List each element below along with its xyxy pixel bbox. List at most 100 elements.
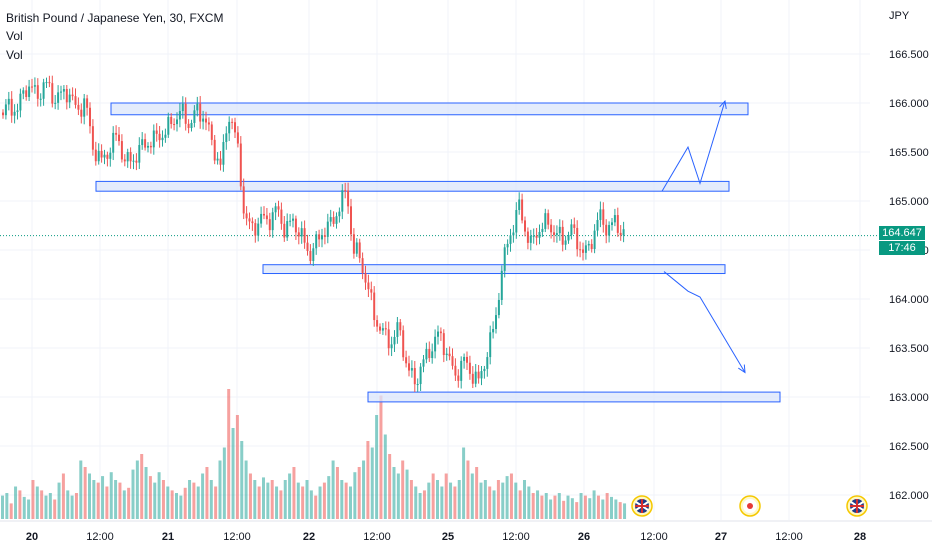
volume-bar: [601, 499, 605, 519]
candle-body: [19, 93, 22, 111]
volume-bar: [388, 454, 392, 519]
candle-body: [419, 366, 422, 385]
red-dot-icon: [747, 503, 753, 509]
y-axis-unit: JPY: [889, 10, 910, 22]
candle-body: [471, 373, 474, 384]
candle-body: [463, 356, 466, 361]
candle-body: [242, 186, 245, 214]
candle-body: [335, 216, 338, 224]
candle-body: [303, 228, 306, 243]
candle-body: [358, 242, 361, 259]
volume-bar: [148, 476, 152, 519]
candle-body: [147, 145, 149, 148]
candle-body: [483, 368, 486, 372]
candle-body: [251, 221, 254, 224]
candle-body: [228, 121, 231, 134]
zone-upper-resistance: [95, 180, 730, 192]
candle-body: [263, 213, 265, 216]
candle-body: [309, 251, 312, 261]
candle-body: [408, 363, 410, 371]
candle-body: [350, 206, 352, 235]
candle-body: [231, 121, 234, 123]
candle-body: [176, 119, 178, 125]
candle-body: [332, 217, 335, 224]
volume-bar: [31, 480, 35, 519]
candle-body: [39, 98, 42, 100]
candle-body: [367, 282, 370, 290]
candles: [2, 75, 625, 393]
candle-body: [202, 118, 205, 122]
y-tick-label: 162.000: [889, 490, 929, 502]
y-tick-label: 162.500: [889, 441, 929, 453]
volume-bar: [44, 495, 48, 519]
volume-bar: [196, 486, 200, 519]
volume-bar: [557, 493, 561, 519]
volume-bar: [48, 493, 52, 519]
candle-body: [524, 220, 526, 232]
projection-arrows[interactable]: [661, 99, 746, 374]
volume-bar: [505, 476, 509, 519]
candle-body: [410, 368, 413, 371]
volume-bar: [22, 496, 26, 519]
candle-body: [315, 234, 318, 249]
volume-bar: [35, 486, 39, 519]
chart-title: British Pound / Japanese Yen, 30, FXCM: [6, 11, 224, 25]
volume-bar: [614, 499, 618, 519]
volume-bar: [305, 480, 309, 519]
candle-body: [42, 82, 45, 99]
candle-body: [286, 221, 289, 238]
candle-body: [292, 218, 294, 221]
candle-body: [91, 126, 94, 150]
candle-body: [54, 102, 57, 104]
volume-bar: [14, 486, 18, 519]
candle-body: [28, 86, 31, 97]
volume-bar: [527, 486, 531, 519]
volume-bar: [531, 493, 535, 519]
candle-body: [161, 137, 164, 141]
candle-body: [352, 234, 355, 254]
candle-body: [57, 92, 60, 103]
candle-body: [608, 225, 611, 236]
volume-bar: [227, 389, 231, 519]
volume-bar: [127, 487, 131, 519]
grid: [0, 0, 870, 520]
volume-bar: [92, 480, 96, 519]
volume-bar: [248, 473, 252, 519]
event-icons[interactable]: [631, 495, 868, 517]
candle-body: [596, 219, 599, 231]
candle-body: [22, 90, 25, 94]
volume-bar: [366, 441, 370, 519]
candle-body: [141, 139, 144, 146]
volume-bar: [322, 482, 326, 519]
zones[interactable]: [95, 102, 781, 403]
x-tick-label: 26: [578, 531, 590, 543]
candle-body: [387, 329, 390, 349]
candle-body: [326, 221, 329, 237]
candle-body: [300, 228, 303, 237]
candle-body: [448, 353, 451, 357]
indicator-label-vol-2[interactable]: Vol: [6, 48, 23, 62]
candle-body: [590, 243, 593, 250]
arrow-head-icon: [719, 99, 727, 110]
volume-bar: [140, 454, 144, 519]
volume-bar: [9, 503, 13, 519]
candle-body: [468, 362, 471, 374]
volume-bar: [57, 482, 61, 519]
candle-body: [48, 82, 51, 84]
candle-body: [280, 209, 283, 224]
volume-bar: [488, 486, 492, 519]
candle-body: [155, 130, 158, 134]
candle-body: [318, 234, 321, 240]
x-tick-label: 12:00: [363, 531, 391, 543]
y-tick-label: 166.500: [889, 49, 929, 61]
candle-body: [103, 154, 106, 158]
volume-bar: [566, 495, 570, 519]
candle-body: [503, 247, 506, 271]
candle-body: [184, 103, 187, 124]
volume-bar: [231, 428, 235, 519]
candle-body: [71, 94, 74, 97]
volume-bar: [518, 490, 522, 519]
x-tick-label: 20: [26, 531, 38, 543]
indicator-label-vol[interactable]: Vol: [6, 29, 23, 43]
